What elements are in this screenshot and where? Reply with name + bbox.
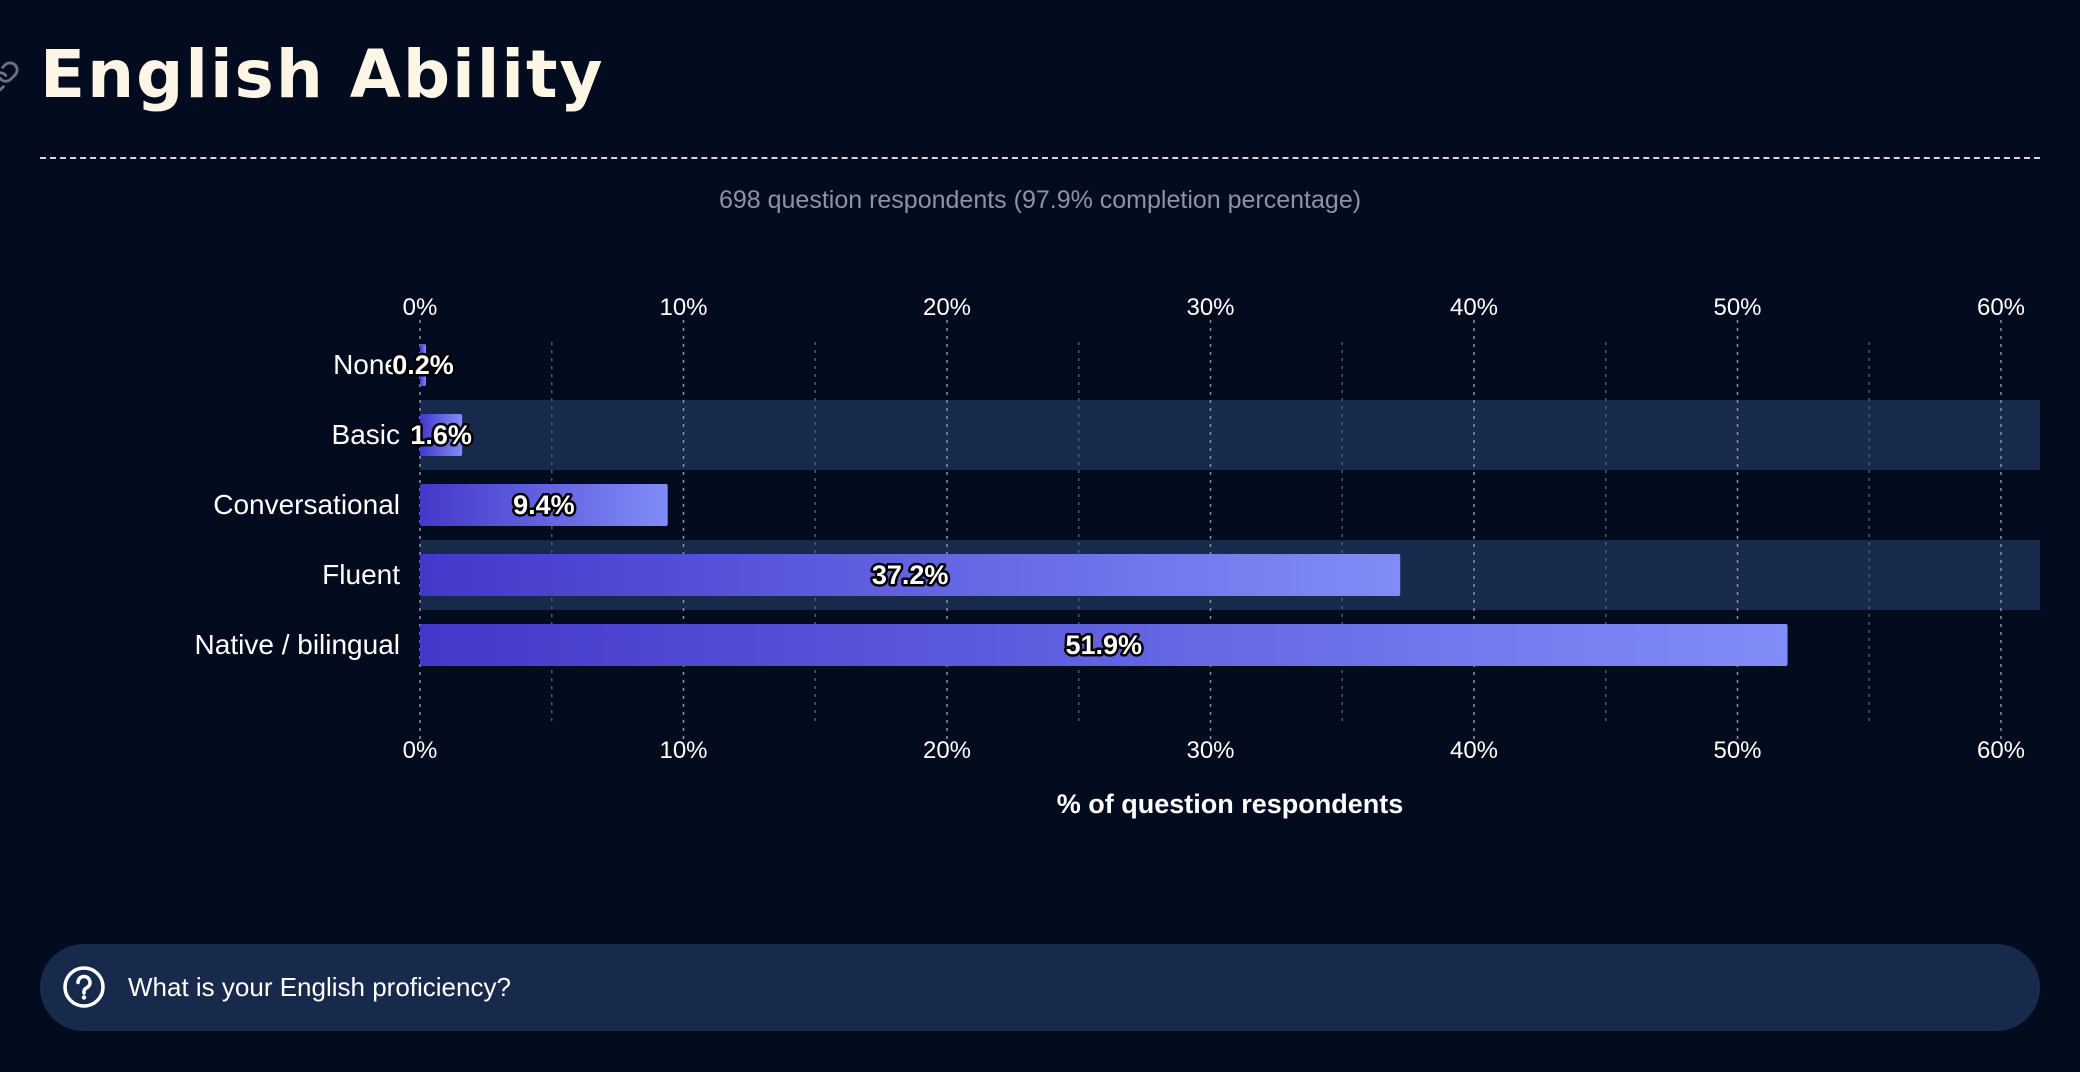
category-label: Native / bilingual <box>195 629 400 660</box>
bar <box>420 484 668 526</box>
category-label: Fluent <box>322 559 400 590</box>
question-text: What is your English proficiency? <box>128 972 511 1002</box>
row-band <box>420 400 2040 470</box>
bar-value-label: 0.2% <box>392 350 454 380</box>
bar <box>420 624 1788 666</box>
x-tick-label-top: 50% <box>1713 294 1761 321</box>
category-label: Basic <box>332 419 400 450</box>
title-divider <box>40 157 2040 159</box>
bar <box>420 344 426 386</box>
bar-chart: 0% 0% 10% 10% 20% 20% 30% 30% 40% 40% 50% 50% 60% 60%… <box>195 294 2040 819</box>
bar-value-label: 1.6% <box>410 420 472 450</box>
category-label: Conversational <box>213 489 400 520</box>
bar <box>420 414 463 456</box>
bar-value-label: 9.4% <box>513 490 575 520</box>
x-tick-label-top: 30% <box>1186 294 1234 321</box>
x-tick-label-bottom: 20% <box>923 737 971 764</box>
x-tick-label-top: 40% <box>1450 294 1498 321</box>
x-tick-label-bottom: 50% <box>1713 737 1761 764</box>
bar-value-label: 37.2% <box>872 560 949 590</box>
x-tick-label-top: 60% <box>1977 294 2025 321</box>
x-tick-label-bottom: 60% <box>1977 737 2025 764</box>
link-icon[interactable] <box>0 60 20 94</box>
bar-value-label: 51.9% <box>1066 630 1143 660</box>
x-tick-label-bottom: 0% <box>403 737 438 764</box>
bar <box>420 554 1401 596</box>
x-tick-label-bottom: 30% <box>1186 737 1234 764</box>
x-tick-label-bottom: 40% <box>1450 737 1498 764</box>
category-label: None <box>333 349 400 380</box>
question-panel: What is your English proficiency? <box>40 944 2040 1031</box>
respondents-subtitle: 698 question respondents (97.9% completi… <box>718 186 1362 214</box>
x-tick-label-bottom: 10% <box>659 737 707 764</box>
question-circle-icon <box>63 966 105 1008</box>
x-tick-label-top: 10% <box>659 294 707 321</box>
x-tick-label-top: 0% <box>403 294 438 321</box>
page-title: English Ability <box>40 36 605 113</box>
x-axis-label: % of question respondents <box>1057 789 1404 819</box>
x-tick-label-top: 20% <box>923 294 971 321</box>
